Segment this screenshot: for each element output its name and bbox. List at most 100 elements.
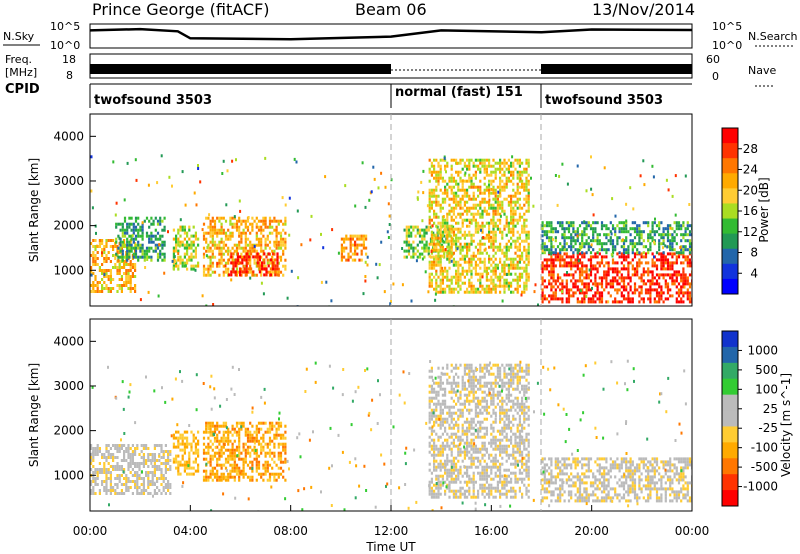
heatmap-cell: [450, 185, 453, 189]
heatmap-cell: [507, 179, 510, 183]
heatmap-cell: [249, 240, 252, 244]
heatmap-cell: [600, 248, 604, 252]
heatmap-cell: [461, 269, 464, 273]
heatmap-cell: [570, 258, 573, 262]
heatmap-cell: [592, 294, 595, 298]
heatmap-cell: [232, 267, 235, 271]
heatmap-cell: [550, 258, 553, 262]
heatmap-cell: [671, 294, 674, 298]
heatmap-cell: [266, 451, 269, 455]
heatmap-cell: [405, 237, 408, 241]
heatmap-cell: [620, 230, 623, 234]
heatmap-cell: [364, 279, 367, 283]
heatmap-cell: [271, 451, 274, 455]
heatmap-cell: [501, 266, 504, 270]
heatmap-cell: [565, 221, 568, 225]
heatmap-cell: [284, 267, 287, 271]
heatmap-cell: [433, 447, 436, 451]
heatmap-cell: [90, 254, 93, 257]
heatmap-cell: [485, 275, 488, 279]
heatmap-cell: [233, 469, 236, 473]
heatmap-cell: [437, 462, 440, 466]
heatmap-cell: [175, 454, 178, 458]
heatmap-cell: [459, 390, 462, 394]
heatmap-cell: [616, 224, 619, 228]
heatmap-cell: [183, 430, 186, 434]
heatmap-cell: [651, 227, 654, 231]
heatmap-cell: [172, 261, 175, 265]
heatmap-cell: [546, 258, 549, 262]
heatmap-cell: [563, 236, 566, 240]
heatmap-cell: [366, 255, 369, 259]
heatmap-cell: [452, 465, 455, 469]
heatmap-cell: [479, 257, 482, 261]
heatmap-cell: [105, 239, 108, 242]
heatmap-cell: [264, 463, 267, 467]
heatmap-cell: [561, 162, 564, 166]
heatmap-cell: [567, 255, 571, 259]
heatmap-cell: [567, 236, 571, 240]
heatmap-cell: [190, 252, 193, 256]
heatmap-cell: [607, 261, 610, 265]
heatmap-cell: [125, 477, 128, 480]
heatmap-cell: [220, 255, 223, 259]
heatmap-cell: [653, 264, 656, 268]
heatmap-cell: [581, 270, 584, 274]
heatmap-cell: [202, 273, 206, 277]
heatmap-cell: [249, 460, 252, 464]
heatmap-cell: [457, 221, 460, 225]
heatmap-cell: [636, 273, 639, 277]
heatmap-cell: [244, 433, 247, 437]
heatmap-cell: [117, 259, 120, 263]
heatmap-cell: [235, 158, 237, 162]
heatmap-cell: [558, 174, 561, 178]
heatmap-cell: [492, 158, 495, 162]
heatmap-cell: [192, 234, 195, 238]
heatmap-cell: [229, 237, 232, 241]
heatmap-cell: [463, 164, 466, 168]
heatmap-cell: [107, 269, 110, 272]
heatmap-cell: [512, 161, 515, 165]
heatmap-cell: [488, 245, 491, 249]
heatmap-cell: [163, 271, 166, 275]
heatmap-cell: [236, 252, 239, 256]
heatmap-cell: [457, 200, 460, 204]
heatmap-cell: [428, 489, 431, 493]
heatmap-cell: [563, 227, 566, 231]
heatmap-cell: [507, 194, 510, 198]
heatmap-cell: [211, 234, 214, 238]
heatmap-cell: [581, 239, 584, 243]
heatmap-cell: [410, 299, 413, 303]
heatmap-cell: [444, 444, 447, 448]
heatmap-cell: [92, 492, 95, 495]
heatmap-cell: [206, 245, 209, 249]
heatmap-cell: [477, 194, 480, 198]
heatmap-cell: [565, 261, 568, 265]
heatmap-cell: [472, 284, 475, 288]
heatmap-cell: [190, 445, 193, 449]
heatmap-cell: [510, 194, 513, 198]
heatmap-cell: [463, 161, 466, 165]
heatmap-cell: [90, 444, 93, 447]
heatmap-cell: [492, 191, 495, 195]
heatmap-cell: [671, 276, 674, 280]
heatmap-cell: [461, 266, 464, 270]
heatmap-cell: [261, 267, 264, 271]
heatmap-cell: [666, 297, 670, 301]
heatmap-cell: [160, 462, 163, 465]
heatmap-cell: [468, 164, 471, 168]
heatmap-cell: [119, 228, 122, 232]
heatmap-cell: [197, 243, 200, 247]
heatmap-cell: [543, 264, 546, 268]
heatmap-cell: [130, 234, 133, 238]
heatmap-cell: [427, 252, 430, 256]
heatmap-cell: [470, 158, 473, 162]
heatmap-cell: [112, 453, 115, 456]
heatmap-cell: [444, 230, 447, 234]
nsky-label: N.Sky: [3, 30, 35, 43]
heatmap-cell: [107, 444, 110, 447]
heatmap-cell: [545, 285, 549, 289]
heatmap-cell: [523, 170, 526, 174]
heatmap-cell: [448, 486, 451, 490]
heatmap-cell: [452, 468, 455, 472]
